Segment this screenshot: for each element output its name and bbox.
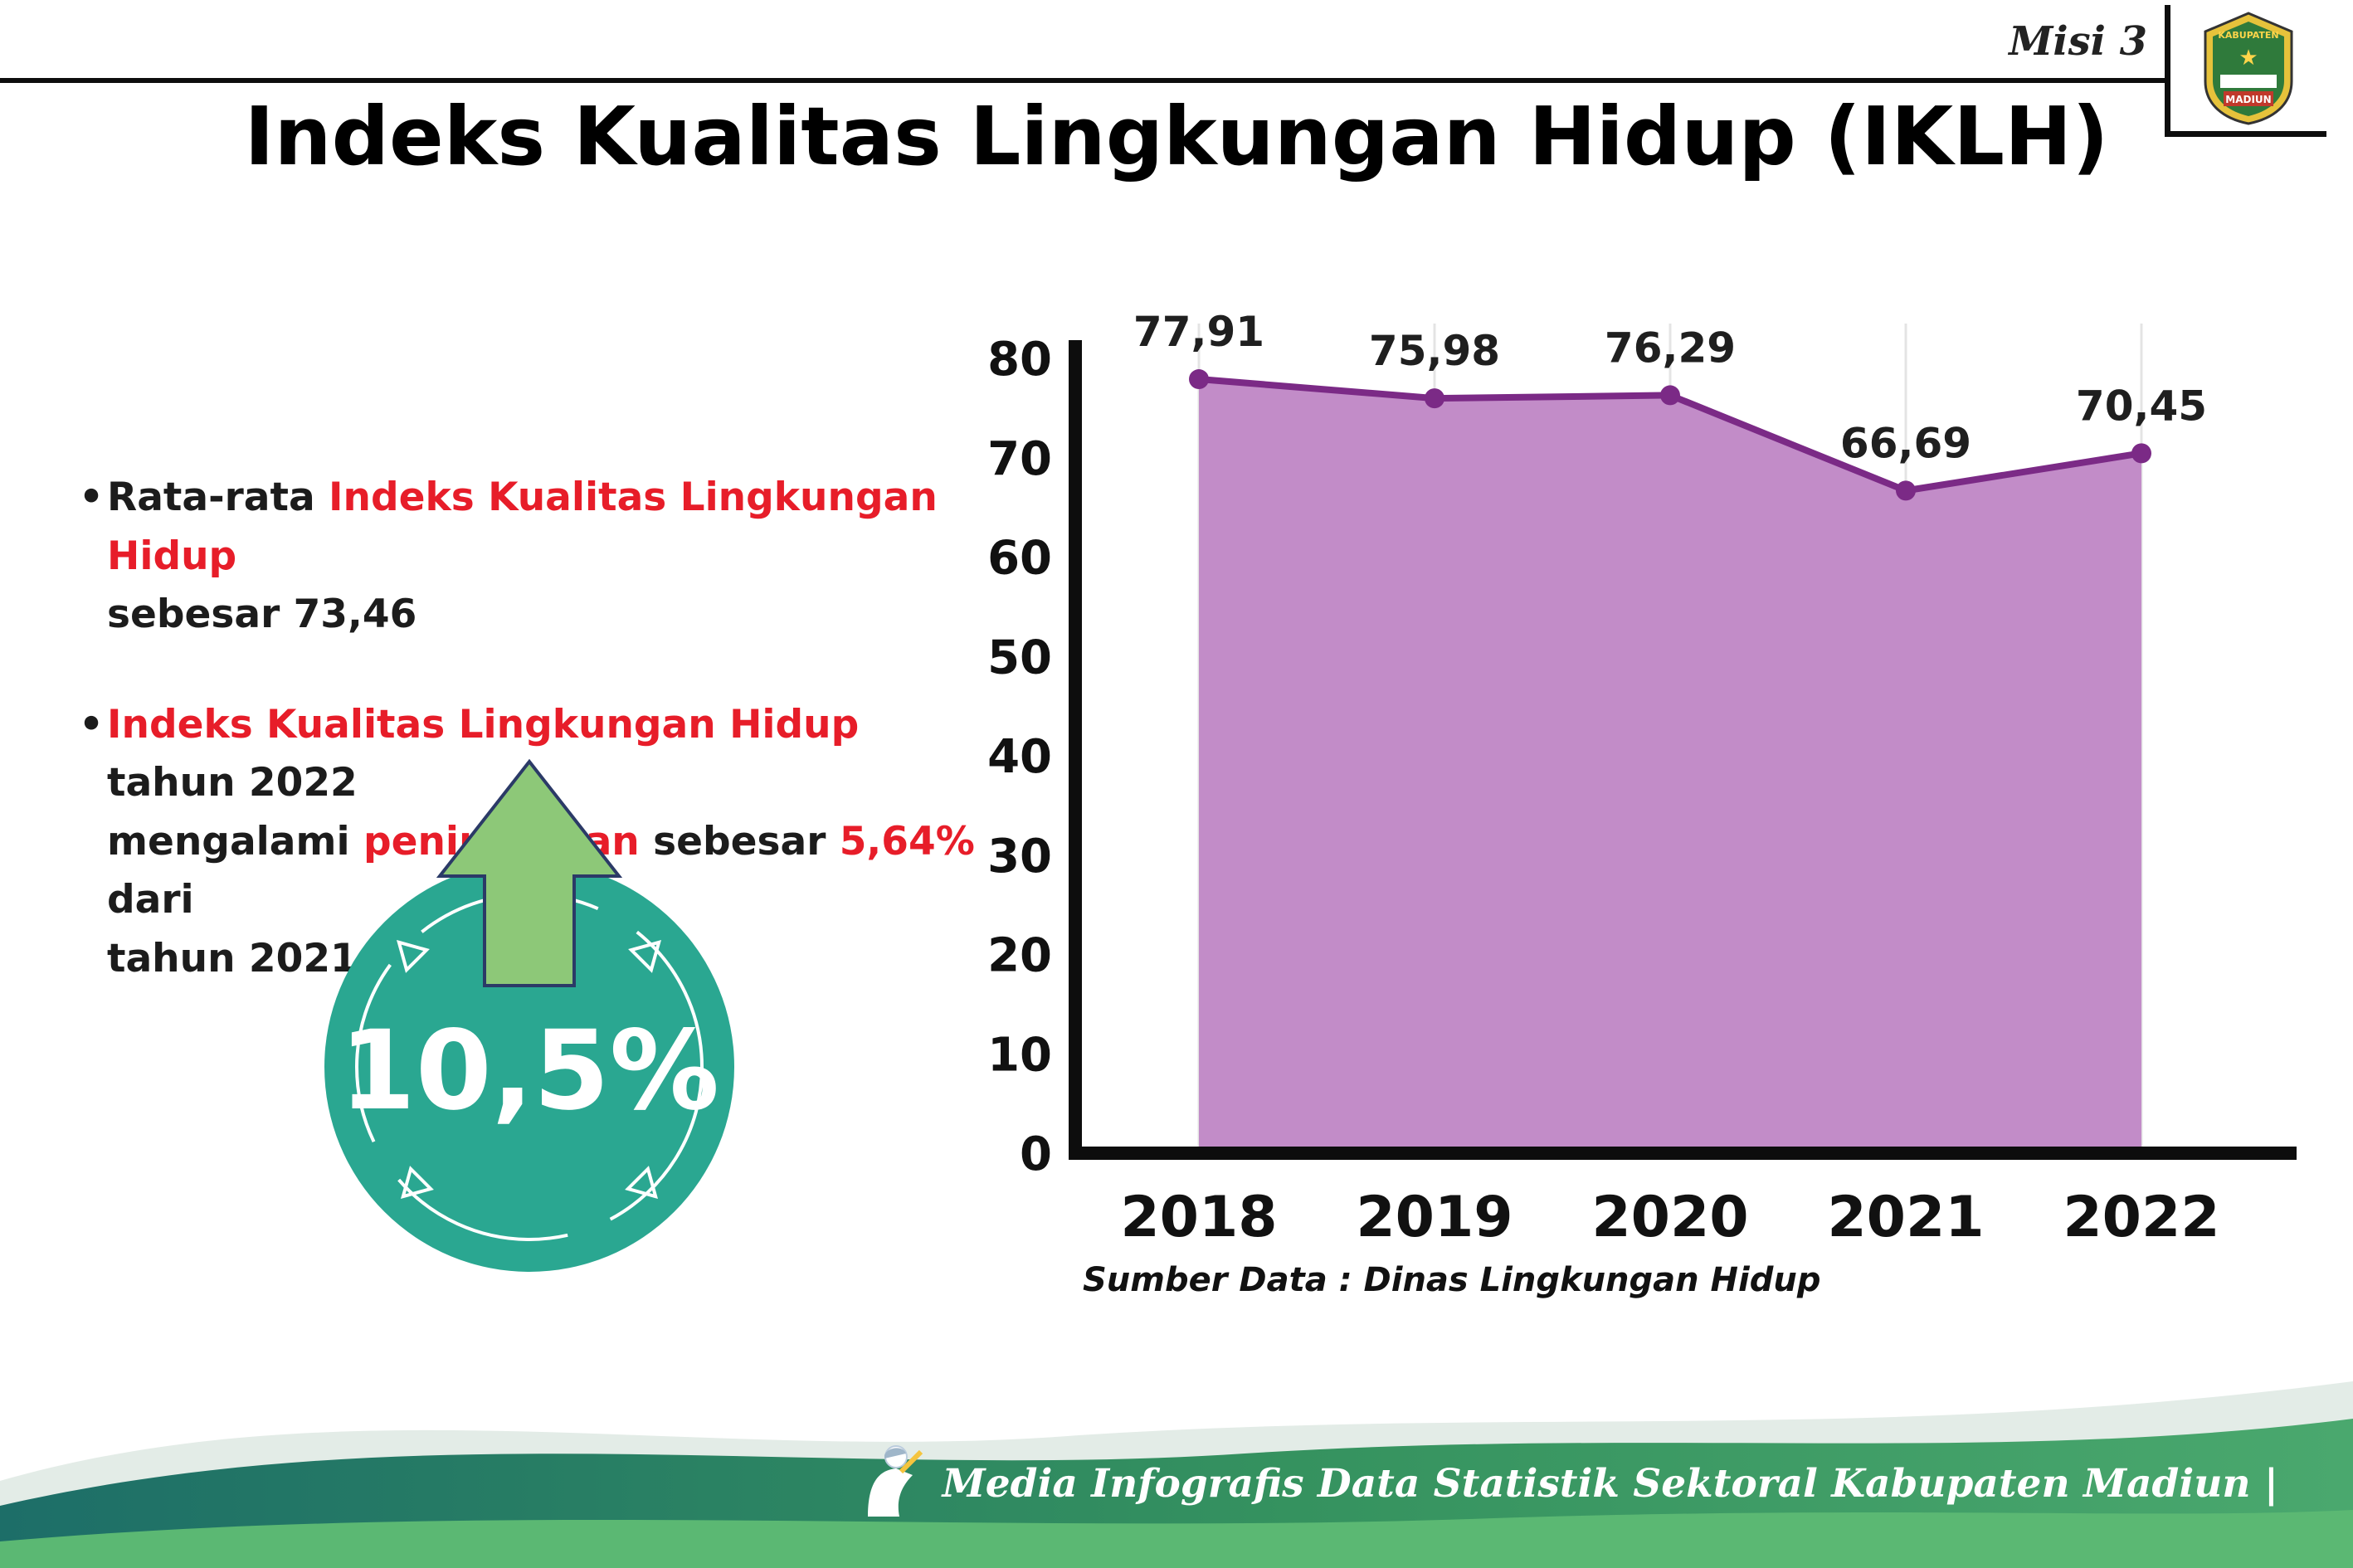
svg-text:40: 40 xyxy=(987,730,1052,784)
logo-frame: KABUPATEN ★ MADIUN xyxy=(2165,5,2326,137)
svg-text:2022: 2022 xyxy=(2063,1185,2219,1250)
badge-value: 10,5% xyxy=(339,1007,719,1135)
mascot-icon xyxy=(855,1439,924,1528)
svg-text:75,98: 75,98 xyxy=(1369,327,1500,375)
svg-text:60: 60 xyxy=(987,532,1052,586)
svg-text:2019: 2019 xyxy=(1356,1185,1513,1250)
svg-text:2020: 2020 xyxy=(1591,1185,1748,1250)
logo-star-icon: ★ xyxy=(2239,46,2258,71)
footer-waves xyxy=(0,1381,2353,1568)
chart-source-note: Sumber Data : Dinas Lingkungan Hidup xyxy=(1083,1261,1821,1299)
page-title: Indeks Kualitas Lingkungan Hidup (IKLH) xyxy=(244,90,2109,183)
iklh-area-chart: 77,91 75,98 76,29 66,69 70,45 0 10 20 30 40 50 60 70… xyxy=(954,274,2315,1311)
bullet-dot: • xyxy=(79,701,105,747)
svg-text:66,69: 66,69 xyxy=(1840,419,1971,467)
svg-text:70,45: 70,45 xyxy=(2076,382,2207,430)
badge-circle xyxy=(324,862,734,1272)
misi-label: Misi 3 xyxy=(2009,18,2147,65)
svg-text:80: 80 xyxy=(987,333,1052,387)
bullet-lines: Rata-rata Indeks Kualitas Lingkungan Hid… xyxy=(107,475,938,637)
bullet-item-1: • Rata-rata Indeks Kualitas Lingkungan Hi… xyxy=(79,469,991,645)
bullet-dot: • xyxy=(79,475,105,520)
svg-text:50: 50 xyxy=(987,631,1052,684)
svg-text:77,91: 77,91 xyxy=(1133,308,1264,356)
svg-text:70: 70 xyxy=(987,432,1052,486)
svg-text:76,29: 76,29 xyxy=(1605,324,1736,372)
badge-ring-triangles xyxy=(396,939,662,1200)
footer-credit: Media Infografis Data Statistik Sektoral… xyxy=(855,1439,2278,1528)
svg-text:20: 20 xyxy=(987,929,1052,983)
logo-text-bottom: MADIUN xyxy=(2225,94,2271,105)
footer-credit-text: Media Infografis Data Statistik Sektoral… xyxy=(942,1460,2278,1507)
svg-text:2018: 2018 xyxy=(1120,1185,1277,1250)
kabupaten-madiun-logo: KABUPATEN ★ MADIUN xyxy=(2204,12,2293,125)
svg-text:0: 0 xyxy=(1020,1127,1052,1181)
footer: Media Infografis Data Statistik Sektoral… xyxy=(0,1336,2353,1568)
svg-text:2021: 2021 xyxy=(1827,1185,1984,1250)
logo-text-top: KABUPATEN xyxy=(2218,30,2278,41)
svg-text:30: 30 xyxy=(987,830,1052,884)
header-rule xyxy=(0,78,2172,83)
up-arrow-icon xyxy=(436,758,623,987)
svg-text:10: 10 xyxy=(987,1028,1052,1082)
increase-badge: 10,5% xyxy=(315,737,747,1293)
